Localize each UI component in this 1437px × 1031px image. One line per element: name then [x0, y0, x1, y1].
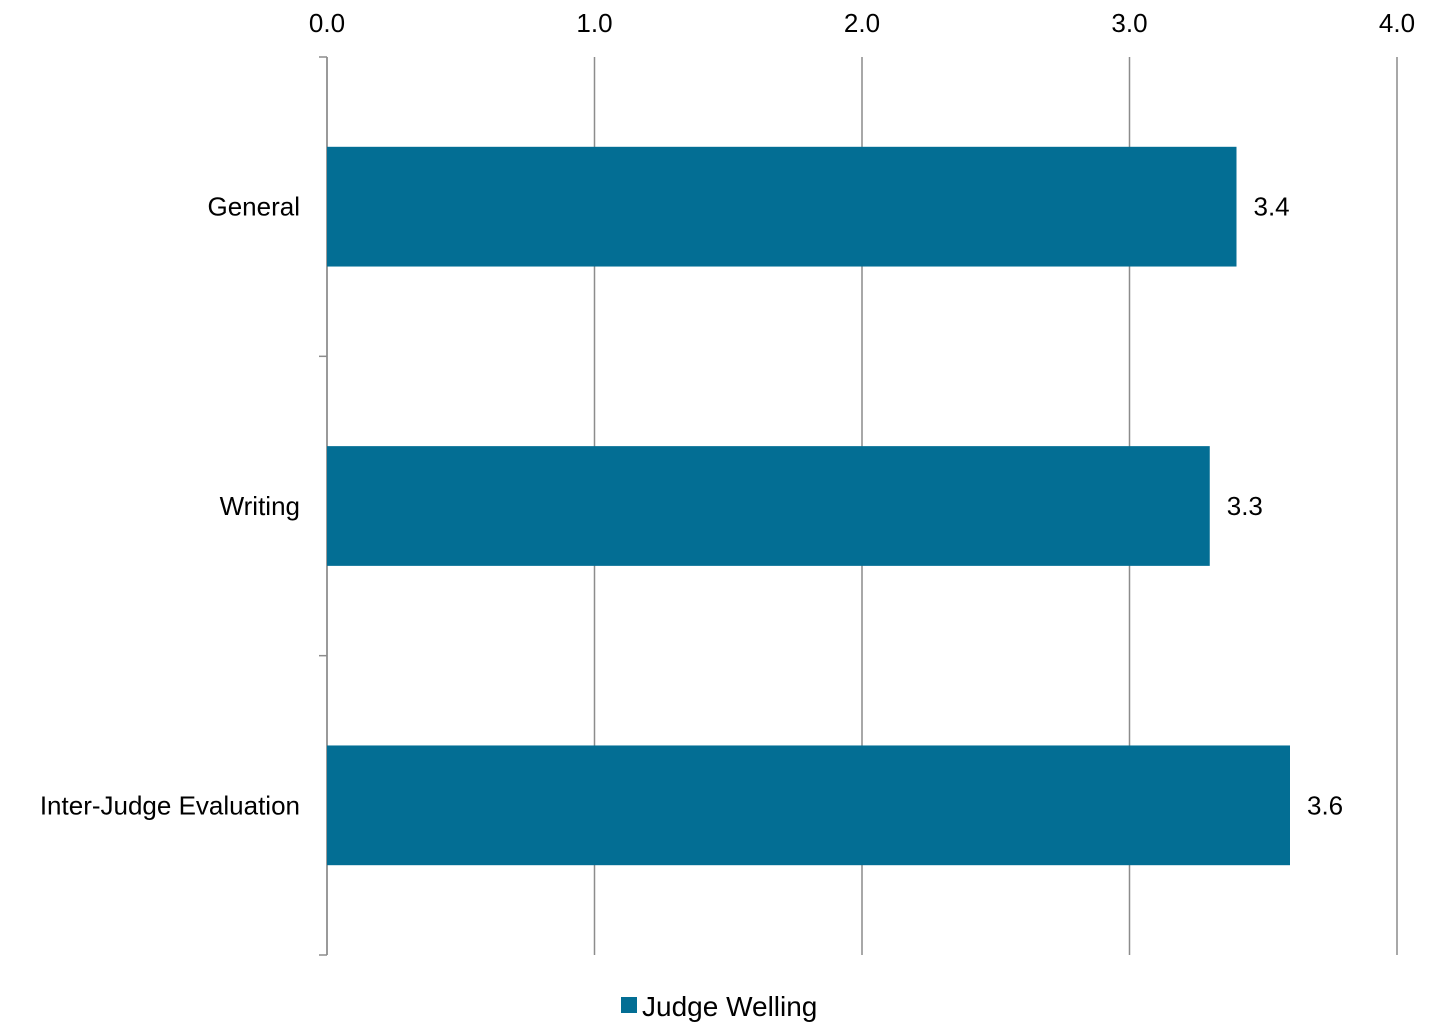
legend-swatch: [621, 997, 637, 1013]
x-tick-label: 2.0: [844, 8, 880, 38]
x-tick-label: 1.0: [576, 8, 612, 38]
x-tick-label: 4.0: [1379, 8, 1415, 38]
labels: 0.0 1.0 2.0 3.0 4.0 General 3.4 Writing 3.3 Inter…: [40, 8, 1415, 820]
legend-label: Judge Welling: [642, 991, 817, 1022]
bar: [327, 146, 1237, 267]
data-label: 3.6: [1307, 790, 1343, 820]
category-label: General: [208, 192, 301, 222]
data-label: 3.4: [1254, 192, 1290, 222]
category-label: Inter-Judge Evaluation: [40, 790, 300, 820]
bars: [327, 146, 1290, 866]
bar: [327, 745, 1290, 866]
legend: Judge Welling: [621, 991, 817, 1022]
x-tick-label: 3.0: [1111, 8, 1147, 38]
category-axis: [319, 56, 328, 956]
x-tick-label: 0.0: [309, 8, 345, 38]
bar: [327, 446, 1210, 566]
data-label: 3.3: [1227, 491, 1263, 521]
category-label: Writing: [220, 491, 300, 521]
